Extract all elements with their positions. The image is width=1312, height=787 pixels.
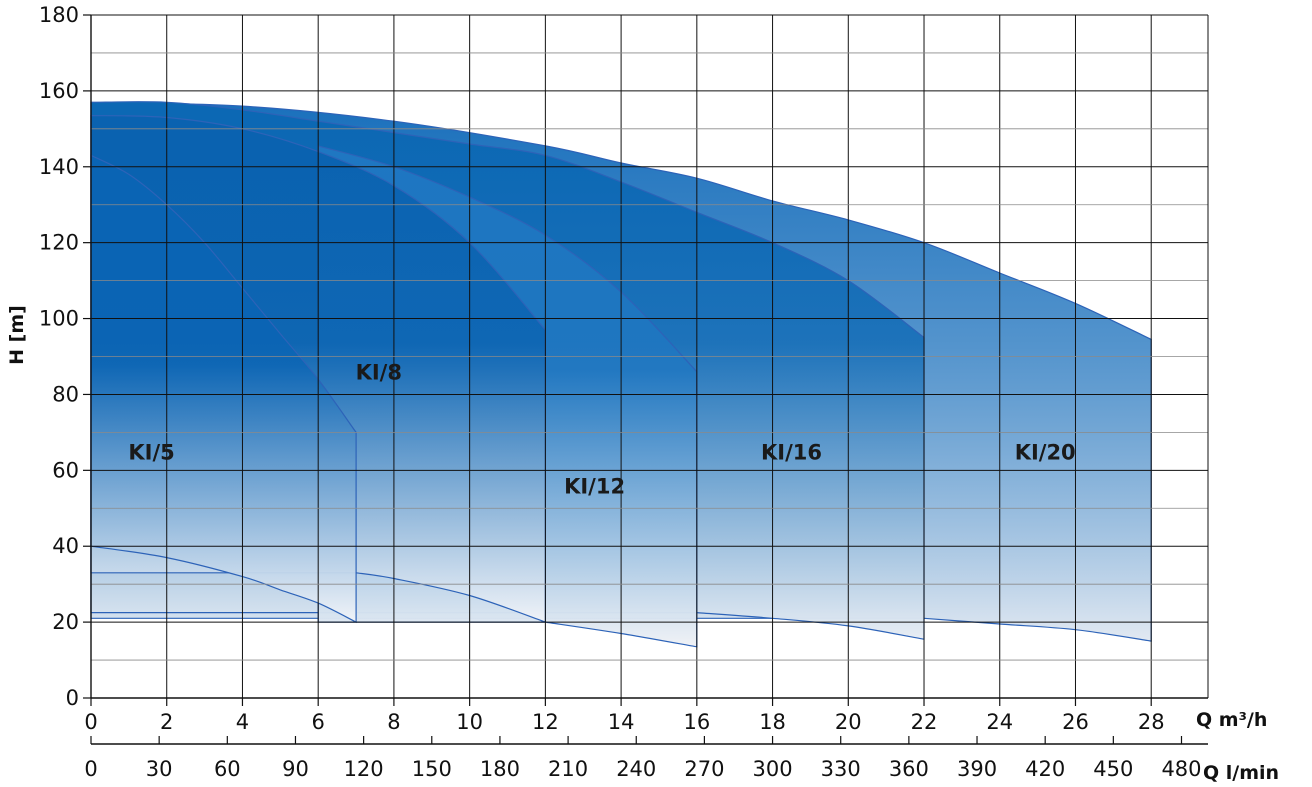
x2-tick-label: 180 bbox=[480, 757, 520, 781]
y-tick-label: 100 bbox=[39, 307, 79, 331]
x-tick-label: 20 bbox=[835, 710, 862, 734]
series-label: KI/5 bbox=[128, 440, 174, 464]
x2-tick-label: 120 bbox=[344, 757, 384, 781]
y-tick-label: 120 bbox=[39, 231, 79, 255]
series-label: KI/16 bbox=[761, 440, 822, 464]
x-tick-label: 24 bbox=[986, 710, 1013, 734]
x2-tick-label: 360 bbox=[889, 757, 929, 781]
y-tick-label: 0 bbox=[66, 686, 79, 710]
series-label: KI/12 bbox=[564, 475, 625, 499]
x-tick-label: 16 bbox=[683, 710, 710, 734]
y-tick-label: 80 bbox=[52, 382, 79, 406]
x-tick-label: 4 bbox=[236, 710, 249, 734]
x2-tick-label: 150 bbox=[412, 757, 452, 781]
x2-tick-label: 390 bbox=[957, 757, 997, 781]
x2-tick-label: 30 bbox=[146, 757, 173, 781]
x2-tick-label: 480 bbox=[1161, 757, 1201, 781]
series-label: KI/20 bbox=[1015, 440, 1076, 464]
x-tick-label: 8 bbox=[387, 710, 400, 734]
x-tick-label: 26 bbox=[1062, 710, 1089, 734]
x-tick-label: 12 bbox=[532, 710, 559, 734]
x2-tick-label: 210 bbox=[548, 757, 588, 781]
x-tick-label: 18 bbox=[759, 710, 786, 734]
y-tick-label: 40 bbox=[52, 534, 79, 558]
x2-tick-label: 60 bbox=[214, 757, 241, 781]
x2-tick-label: 420 bbox=[1025, 757, 1065, 781]
x-tick-label: 14 bbox=[608, 710, 635, 734]
grid bbox=[90, 14, 1209, 699]
series-label: KI/8 bbox=[356, 361, 402, 385]
y-axis-label: H [m] bbox=[6, 305, 28, 365]
x2-tick-label: 240 bbox=[616, 757, 656, 781]
y-tick-label: 180 bbox=[39, 3, 79, 27]
x2-tick-label: 0 bbox=[84, 757, 97, 781]
x2-tick-label: 450 bbox=[1093, 757, 1133, 781]
x2-tick-label: 330 bbox=[821, 757, 861, 781]
x-tick-label: 2 bbox=[160, 710, 173, 734]
x-tick-label: 28 bbox=[1138, 710, 1165, 734]
y-tick-label: 140 bbox=[39, 155, 79, 179]
area-labels: KI/5 KI/8 KI/12 KI/16 KI/20 bbox=[128, 361, 1075, 499]
y-tick-label: 20 bbox=[52, 610, 79, 634]
x-tick-label: 0 bbox=[84, 710, 97, 734]
y-tick-label: 160 bbox=[39, 79, 79, 103]
x-axis-label: Q m³/h bbox=[1196, 709, 1267, 731]
x2-axis-label: Q l/min bbox=[1203, 762, 1279, 784]
x-tick-label: 22 bbox=[911, 710, 938, 734]
x2-tick-label: 300 bbox=[753, 757, 793, 781]
x2-tick-label: 90 bbox=[282, 757, 309, 781]
x2-tick-label: 270 bbox=[684, 757, 724, 781]
x-tick-label: 10 bbox=[456, 710, 483, 734]
y-tick-label: 60 bbox=[52, 458, 79, 482]
x-tick-label: 6 bbox=[311, 710, 324, 734]
